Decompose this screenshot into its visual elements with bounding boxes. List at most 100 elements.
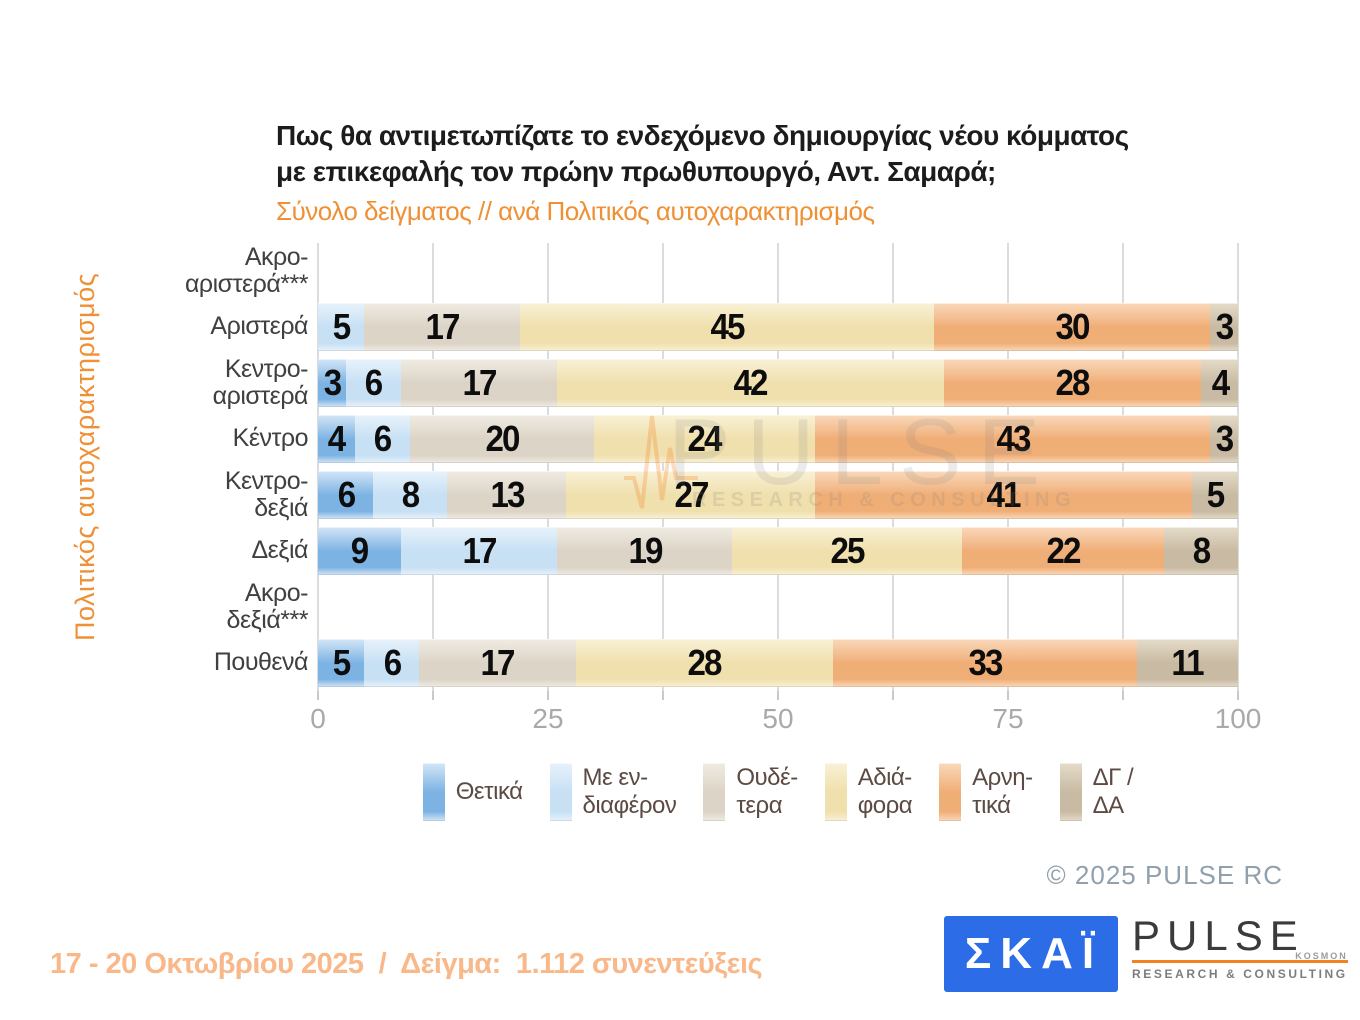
bar-value-label: 41	[986, 474, 1022, 515]
legend-swatch	[422, 763, 445, 821]
bar-segment: 42	[557, 359, 944, 407]
bar-row: 6 8 13 27 41 5	[318, 471, 1238, 519]
bar-value-label: 19	[628, 530, 663, 571]
chart-subtitle: Σύνολο δείγματος // ανά Πολιτικός αυτοχα…	[276, 196, 875, 226]
bar-value-label: 17	[462, 362, 497, 403]
pulse-logo-text: PULSE	[1132, 912, 1305, 959]
bar-segment: 41	[814, 471, 1192, 519]
legend-label: Αρνη-τικά	[972, 764, 1033, 819]
bar-segment: 17	[419, 639, 576, 687]
bar-value-label: 6	[383, 642, 401, 683]
x-axis-tick-label: 100	[1214, 703, 1262, 734]
plot-area: 5 17 45 30 3 3 6 17 42 28 4 4 6 20 24 43 3 6 8 13 27 41 5 9 17 19…	[317, 243, 1239, 691]
bar-value-label: 28	[687, 642, 723, 683]
x-axis-tick-label: 25	[532, 703, 564, 734]
bar-segment: 8	[1164, 527, 1238, 575]
legend-swatch	[824, 763, 847, 821]
bar-row	[318, 247, 1238, 295]
bar-segment: 13	[446, 471, 567, 519]
category-label: Αριστερά	[210, 312, 308, 341]
bar-segment: 3	[1210, 415, 1238, 463]
pulse-kosmon-text: KOSMON	[1295, 951, 1348, 962]
legend-label: Με εν-διαφέρον	[582, 764, 677, 819]
bar-segment: 5	[318, 639, 364, 687]
gridline	[1122, 243, 1124, 691]
bar-segment: 27	[566, 471, 815, 519]
gridline	[1007, 243, 1009, 691]
bar-value-label: 13	[490, 474, 525, 515]
bar-row: 4 6 20 24 43 3	[318, 415, 1238, 463]
bar-segment: 11	[1136, 639, 1238, 687]
bar-value-label: 3	[1215, 418, 1234, 459]
category-label: Ακρο-αριστερά***	[184, 242, 309, 298]
category-label: Κεντρο-δεξιά	[224, 466, 309, 522]
legend-label: ΔΓ / ΔΑ	[1092, 764, 1134, 819]
bar-segment: 17	[400, 527, 558, 575]
bar-value-label: 3	[1215, 306, 1234, 347]
bar-segment: 25	[732, 527, 962, 575]
bar-segment: 6	[354, 415, 410, 463]
bar-value-label: 17	[425, 306, 461, 347]
legend-swatch	[549, 763, 572, 821]
gridline	[432, 243, 434, 691]
bar-value-label: 5	[332, 642, 351, 683]
bar-segment: 9	[318, 527, 401, 575]
x-axis-tick-label: 75	[992, 703, 1024, 734]
bar-value-label: 33	[968, 642, 1003, 683]
bar-row	[318, 583, 1238, 631]
bar-value-label: 28	[1055, 362, 1091, 403]
pulse-logo-subtext: RESEARCH & CONSULTING	[1132, 967, 1348, 982]
bar-segment: 17	[364, 303, 521, 351]
legend-label: Θετικά	[455, 778, 523, 806]
bar-value-label: 17	[462, 530, 497, 571]
gridline	[777, 243, 779, 691]
bar-value-label: 20	[485, 418, 520, 459]
bar-value-label: 3	[323, 362, 342, 403]
bar-segment: 5	[1192, 471, 1238, 519]
bar-segment: 28	[943, 359, 1202, 407]
bar-segment: 3	[1210, 303, 1238, 351]
bar-segment: 4	[318, 415, 355, 463]
pulse-logo: PULSE KOSMON RESEARCH & CONSULTING	[1128, 906, 1348, 1002]
bar-segment: 6	[318, 471, 374, 519]
chart-title-line1: Πως θα αντιμετωπίζατε το ενδεχόμενο δημι…	[276, 120, 1129, 151]
pulse-logo-rule: KOSMON	[1132, 951, 1348, 964]
bar-value-label: 11	[1171, 642, 1205, 683]
legend-label: Αδιά-φορα	[857, 764, 913, 819]
bar-value-label: 4	[1211, 362, 1229, 403]
bar-value-label: 8	[401, 474, 420, 515]
bar-segment: 5	[318, 303, 364, 351]
legend-item: Θετικά	[422, 763, 523, 821]
bar-value-label: 4	[328, 418, 346, 459]
bar-value-label: 17	[480, 642, 516, 683]
bar-segment: 28	[575, 639, 834, 687]
category-label: Ακρο-δεξιά***	[226, 578, 309, 634]
bar-value-label: 30	[1055, 306, 1091, 347]
bar-value-label: 22	[1046, 530, 1082, 571]
bar-value-label: 25	[830, 530, 865, 571]
bar-segment: 8	[373, 471, 447, 519]
x-axis-tick	[317, 691, 319, 700]
skai-logo: ΣΚΑΪ	[944, 916, 1118, 992]
bar-segment: 4	[1201, 359, 1238, 407]
category-label: Πουθενά	[213, 648, 309, 677]
bar-segment: 30	[934, 303, 1211, 351]
y-axis-category-labels: Ακρο-αριστερά*** Αριστερά Κεντρο-αριστερά Κ…	[40, 242, 309, 691]
copyright: © 2025 PULSE RC	[1046, 860, 1283, 890]
bar-row: 3 6 17 42 28 4	[318, 359, 1238, 407]
skai-logo-text: ΣΚΑΪ	[964, 929, 1104, 978]
x-axis-tick	[547, 691, 549, 700]
bar-row: 5 17 45 30 3	[318, 303, 1238, 351]
bar-value-label: 5	[332, 306, 351, 347]
x-axis-tick	[1007, 691, 1009, 700]
bar-segment: 19	[557, 527, 732, 575]
legend-swatch	[703, 763, 726, 821]
bar-segment: 20	[410, 415, 594, 463]
bar-row: 5 6 17 28 33 11	[318, 639, 1238, 687]
legend-item: ΔΓ / ΔΑ	[1059, 763, 1134, 821]
x-axis-tick	[432, 691, 434, 700]
pulse-logo-right: PULSE KOSMON RESEARCH & CONSULTING	[1132, 906, 1348, 1002]
x-axis-tick-label: 50	[762, 703, 794, 734]
footer-note: 17 - 20 Οκτωβρίου 2025 / Δείγμα: 1.112 σ…	[50, 948, 763, 980]
